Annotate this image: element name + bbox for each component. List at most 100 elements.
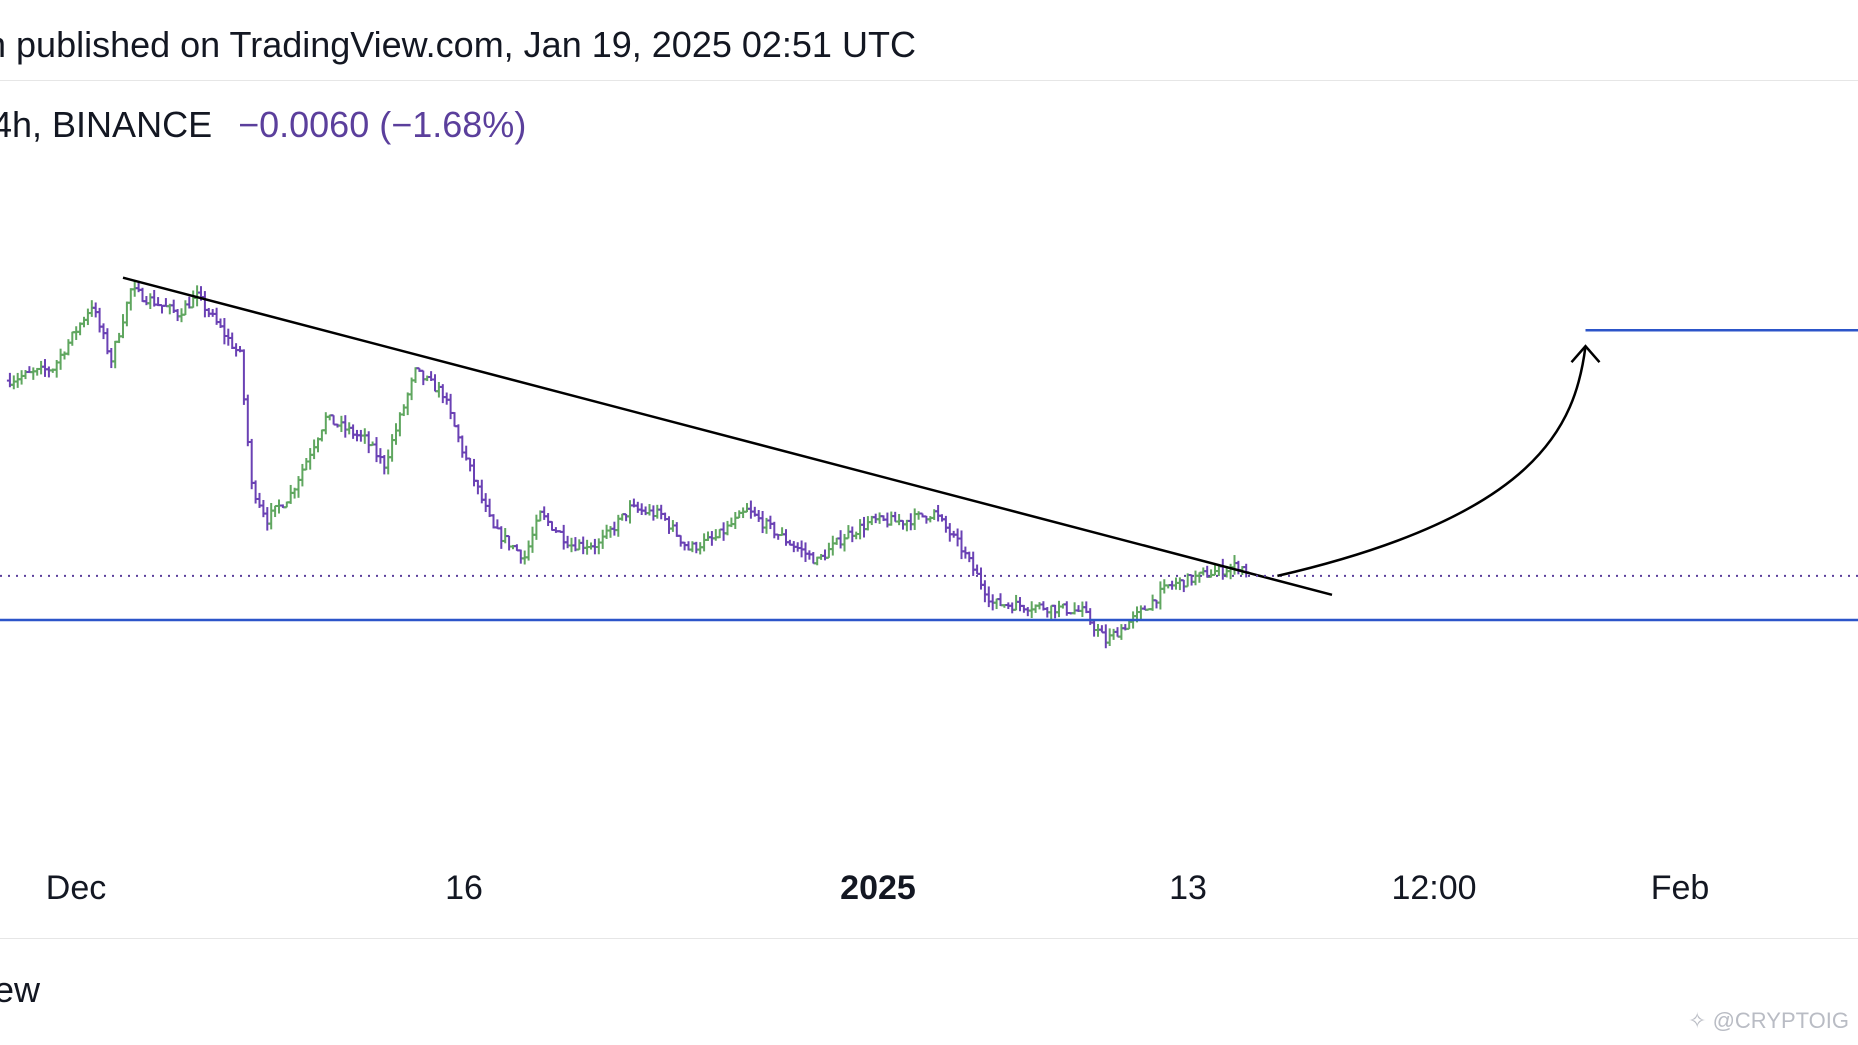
ohlc-bar: [810, 551, 817, 565]
ohlc-bar: [443, 392, 450, 405]
ohlc-bar: [712, 529, 719, 541]
ohlc-bar: [892, 511, 899, 523]
ohlc-bar: [498, 526, 505, 549]
ohlc-bar: [997, 593, 1004, 607]
ohlc-bar: [490, 514, 497, 529]
ohlc-bar: [911, 508, 918, 530]
ohlc-bar: [45, 366, 52, 378]
ohlc-bar: [580, 536, 587, 555]
ohlc-bar: [736, 510, 743, 519]
ohlc-bar: [1149, 594, 1156, 611]
ohlc-bar: [486, 498, 493, 518]
ohlc-bar: [560, 524, 567, 550]
ohlc-bar: [666, 516, 672, 534]
ohlc-bar: [1091, 619, 1098, 637]
ohlc-bar: [595, 538, 602, 555]
ohlc-bar: [783, 529, 789, 546]
ohlc-bar: [611, 521, 618, 536]
curved-arrow: [1277, 346, 1587, 578]
ohlc-bar: [638, 503, 645, 516]
ohlc-bar: [603, 524, 610, 539]
ohlc-bar: [744, 503, 750, 513]
ohlc-bar: [229, 332, 236, 350]
ohlc-bar: [404, 392, 411, 416]
ohlc-bar: [389, 434, 396, 462]
ohlc-bar: [412, 367, 419, 383]
ohlc-bar: [829, 535, 836, 556]
ohlc-bar: [974, 564, 981, 575]
ohlc-bar: [1036, 602, 1043, 610]
ohlc-bar: [65, 339, 72, 356]
ohlc-bar: [767, 515, 774, 530]
x-tick-label: Feb: [1651, 869, 1710, 907]
ohlc-bar: [61, 351, 68, 360]
ohlc-bar: [73, 326, 80, 340]
ohlc-bar: [654, 504, 661, 519]
ohlc-bar: [81, 316, 87, 328]
ohlc-bar: [517, 549, 524, 564]
ohlc-bar: [1227, 563, 1234, 580]
ohlc-bar: [853, 531, 860, 540]
ohlc-bar: [954, 528, 961, 547]
ohlc-bar: [506, 535, 513, 551]
ohlc-bar: [993, 598, 1000, 610]
ohlc-bar: [677, 534, 684, 547]
ohlc-bar: [1048, 604, 1055, 621]
ohlc-bar: [307, 448, 314, 470]
ohlc-bar: [350, 424, 357, 439]
ohlc-bar: [381, 455, 388, 475]
ohlc-bar: [373, 437, 380, 463]
ohlc-bar: [221, 318, 228, 345]
ohlc-bar: [174, 309, 181, 322]
watermark-text: @CRYPTOIG: [1712, 1008, 1849, 1033]
ohlc-bar: [978, 567, 984, 590]
ohlc-bar: [747, 500, 754, 519]
ohlc-bar: [244, 394, 251, 447]
ohlc-bar: [451, 411, 458, 428]
ohlc-bar: [705, 531, 711, 541]
ohlc-bar: [240, 349, 247, 405]
watermark-icon: ✧: [1688, 1008, 1707, 1033]
ohlc-bar: [108, 348, 115, 369]
ohlc-bar: [697, 542, 704, 555]
chart-header: n published on TradingView.com, Jan 19, …: [0, 0, 1858, 81]
ohlc-bar: [939, 514, 945, 522]
trendline: [122, 276, 1333, 597]
ohlc-bar: [447, 393, 454, 420]
ohlc-bar: [627, 500, 633, 524]
ohlc-bar: [958, 530, 965, 560]
ohlc-bar: [1106, 628, 1113, 647]
author-watermark: ✧ @CRYPTOIG: [1688, 1008, 1849, 1034]
ohlc-bar: [529, 526, 536, 553]
ohlc-bar: [162, 298, 169, 308]
ohlc-bar: [1153, 599, 1160, 609]
ohlc-bar: [724, 520, 731, 536]
ohlc-bar: [393, 423, 399, 445]
ohlc-bar: [182, 300, 189, 316]
ohlc-bar: [623, 513, 630, 522]
ohlc-bar: [120, 314, 126, 339]
ohlc-bar: [123, 301, 130, 327]
ohlc-bar: [299, 463, 306, 487]
ohlc-bar: [985, 586, 992, 608]
ohlc-bar: [1102, 624, 1109, 649]
ohlc-bar: [318, 429, 325, 442]
ohlc-bar: [837, 530, 844, 549]
ohlc-bar: [1157, 581, 1164, 610]
ohlc-bar: [861, 516, 867, 538]
price-chart[interactable]: Dec 16 2025 13 12:00 Feb: [0, 80, 1858, 938]
x-tick-label: 12:00: [1391, 869, 1476, 907]
ohlc-bar: [1071, 602, 1078, 615]
ohlc-bar: [907, 513, 914, 531]
ohlc-bar: [825, 542, 832, 559]
ohlc-bar: [634, 501, 641, 513]
ohlc-bar: [1235, 560, 1242, 575]
ohlc-bar: [1118, 624, 1125, 640]
ohlc-bar: [541, 506, 548, 520]
ohlc-bar: [701, 533, 708, 552]
ohlc-bar: [482, 493, 489, 513]
ohlc-bar: [400, 404, 407, 417]
ohlc-bar: [338, 415, 345, 433]
ohlc-bar: [127, 288, 134, 311]
ohlc-bar: [264, 507, 271, 531]
